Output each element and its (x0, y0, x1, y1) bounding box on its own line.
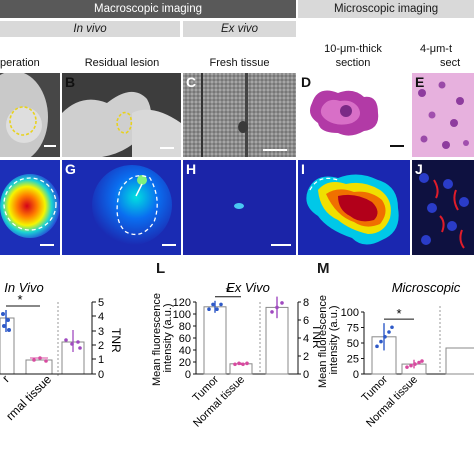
panel-label-j: J (415, 161, 423, 177)
ex-vivo-y-tick-label: 0 (185, 369, 191, 381)
ex-vivo-tnr-tick-label: 6 (303, 315, 309, 327)
svg-text:3: 3 (98, 326, 104, 338)
panel-label-c: C (186, 74, 197, 90)
ex-vivo-tnr-tick-label: 8 (303, 297, 309, 309)
ex-vivo-tnr-tick-label: 2 (303, 351, 309, 363)
svg-text:TNR: TNR (109, 328, 123, 353)
ex-vivo-y-tick-label: 60 (179, 333, 191, 345)
panel-d-10um-section-he: D (298, 73, 410, 157)
section-4um-label: 4-μm-t sect (420, 43, 461, 69)
microscopic-point-1 (417, 360, 421, 365)
ex-vivo-y-tick-label: 20 (179, 357, 191, 369)
microscopic-significance-star: * (396, 306, 401, 321)
panel-label-i: I (301, 161, 305, 177)
svg-text:0: 0 (98, 369, 104, 381)
panel-label-e: E (415, 74, 425, 90)
ex-vivo-tnr-label: TNR (310, 324, 320, 349)
panel-g-residual-fluorescence: G (62, 160, 181, 255)
panel-j-4um-section-fluorescence: J (412, 160, 474, 255)
svg-text:5: 5 (98, 297, 104, 309)
section-10um-label: 10-μm-thick section (324, 43, 382, 69)
svg-text:*: * (17, 292, 22, 307)
ex-vivo-point-0 (219, 302, 223, 307)
ex-vivo-point-1 (245, 361, 249, 366)
ex-vivo-y-tick-label: 100 (173, 309, 191, 321)
panel-label-d: D (301, 74, 312, 90)
microscopic-point-0 (375, 344, 379, 349)
ex-vivo-y-tick-label: 120 (173, 297, 191, 309)
svg-text:1: 1 (98, 354, 104, 366)
chart-in-vivo-title: In Vivo (4, 280, 44, 295)
chart-microscopic-ylabel: Mean fluorescence intensity (a.u.) (317, 292, 340, 388)
chart-microscopic: Microscopic Mean fluorescence intensity … (317, 280, 474, 430)
in-vivo-normal-bar (25, 359, 53, 375)
panel-a-operation-photo (0, 73, 60, 157)
microscopic-point-1 (409, 363, 413, 368)
panel-e-4um-section-he: E (412, 73, 474, 157)
ex-vivo-point-1 (237, 361, 241, 366)
svg-text:rmal tissue: rmal tissue (3, 372, 54, 423)
ex-vivo-tnr-point (280, 301, 284, 305)
microscopic-point-1 (405, 365, 409, 369)
panel-i-10um-section-fluorescence: I (298, 160, 410, 255)
column-fresh-tissue-label: Fresh tissue (209, 57, 270, 69)
chart-ex-vivo-title: Ex Vivo (226, 280, 270, 295)
panel-b-residual-lesion-photo: B (62, 73, 181, 157)
macroscopic-imaging-header: Macroscopic imaging (0, 0, 296, 18)
ex-vivo-bar-1 (229, 363, 253, 375)
microscopic-point-0 (383, 335, 387, 339)
panel-label-h: H (186, 161, 197, 177)
ex-vivo-point-0 (207, 307, 211, 311)
microscopic-point-1 (420, 359, 424, 363)
ex-vivo-point-1 (241, 362, 245, 367)
ex-vivo-point-1 (233, 362, 237, 367)
panel-h-fresh-tissue-fluorescence: H (183, 160, 296, 255)
microscopic-imaging-header: Microscopic imaging (298, 0, 474, 18)
microscopic-y-tick-label: 25 (347, 354, 359, 366)
microscopic-point-0 (390, 325, 394, 330)
chart-ex-vivo: Ex Vivo Mean fluorescence intensity (a.u… (151, 280, 320, 430)
microscopic-tnr-bar-partial (445, 347, 474, 375)
microscopic-point-0 (379, 339, 383, 344)
panel-label-m: M (317, 260, 330, 277)
ex-vivo-tnr-point (270, 310, 274, 314)
chart-in-vivo: In Vivo * 5 4 3 2 1 0 TNR r rmal tissue (0, 280, 123, 423)
ex-vivo-bar-0 (203, 306, 227, 375)
ex-vivo-point-0 (215, 307, 219, 311)
microscopic-y-tick-label: 75 (347, 323, 359, 335)
panel-label-g: G (65, 161, 76, 177)
microscopic-point-1 (413, 362, 417, 366)
panel-f-in-vivo-fluorescence (0, 160, 60, 255)
svg-text:4: 4 (98, 311, 104, 323)
panel-label-b: B (65, 74, 76, 90)
panel-label-l: L (156, 260, 166, 277)
panel-c-fresh-tissue-photo: C (183, 73, 296, 157)
column-residual-lesion-label: Residual lesion (84, 57, 160, 69)
ex-vivo-point-0 (211, 302, 215, 307)
in-vivo-header: In vivo (0, 21, 180, 37)
chart-ex-vivo-ylabel-line1: Mean fluorescence intensity (a.u.) (151, 290, 174, 386)
ex-vivo-y-tick-label: 40 (179, 345, 191, 357)
column-operation-label: peration (0, 57, 40, 69)
ex-vivo-significance-star: * (225, 284, 230, 299)
ex-vivo-tnr-point (275, 305, 279, 310)
ex-vivo-header: Ex vivo (183, 21, 296, 37)
microscopic-point-0 (387, 330, 391, 334)
microscopic-y-tick-label: 0 (353, 369, 359, 381)
ex-vivo-y-tick-label: 80 (179, 321, 191, 333)
microscopic-y-tick-label: 50 (347, 338, 359, 350)
ex-vivo-tnr-tick-label: 4 (303, 333, 309, 345)
svg-text:2: 2 (98, 340, 104, 352)
ex-vivo-tnr-tick-label: 0 (303, 369, 309, 381)
microscopic-y-tick-label: 100 (341, 307, 359, 319)
chart-microscopic-title: Microscopic (392, 280, 461, 295)
